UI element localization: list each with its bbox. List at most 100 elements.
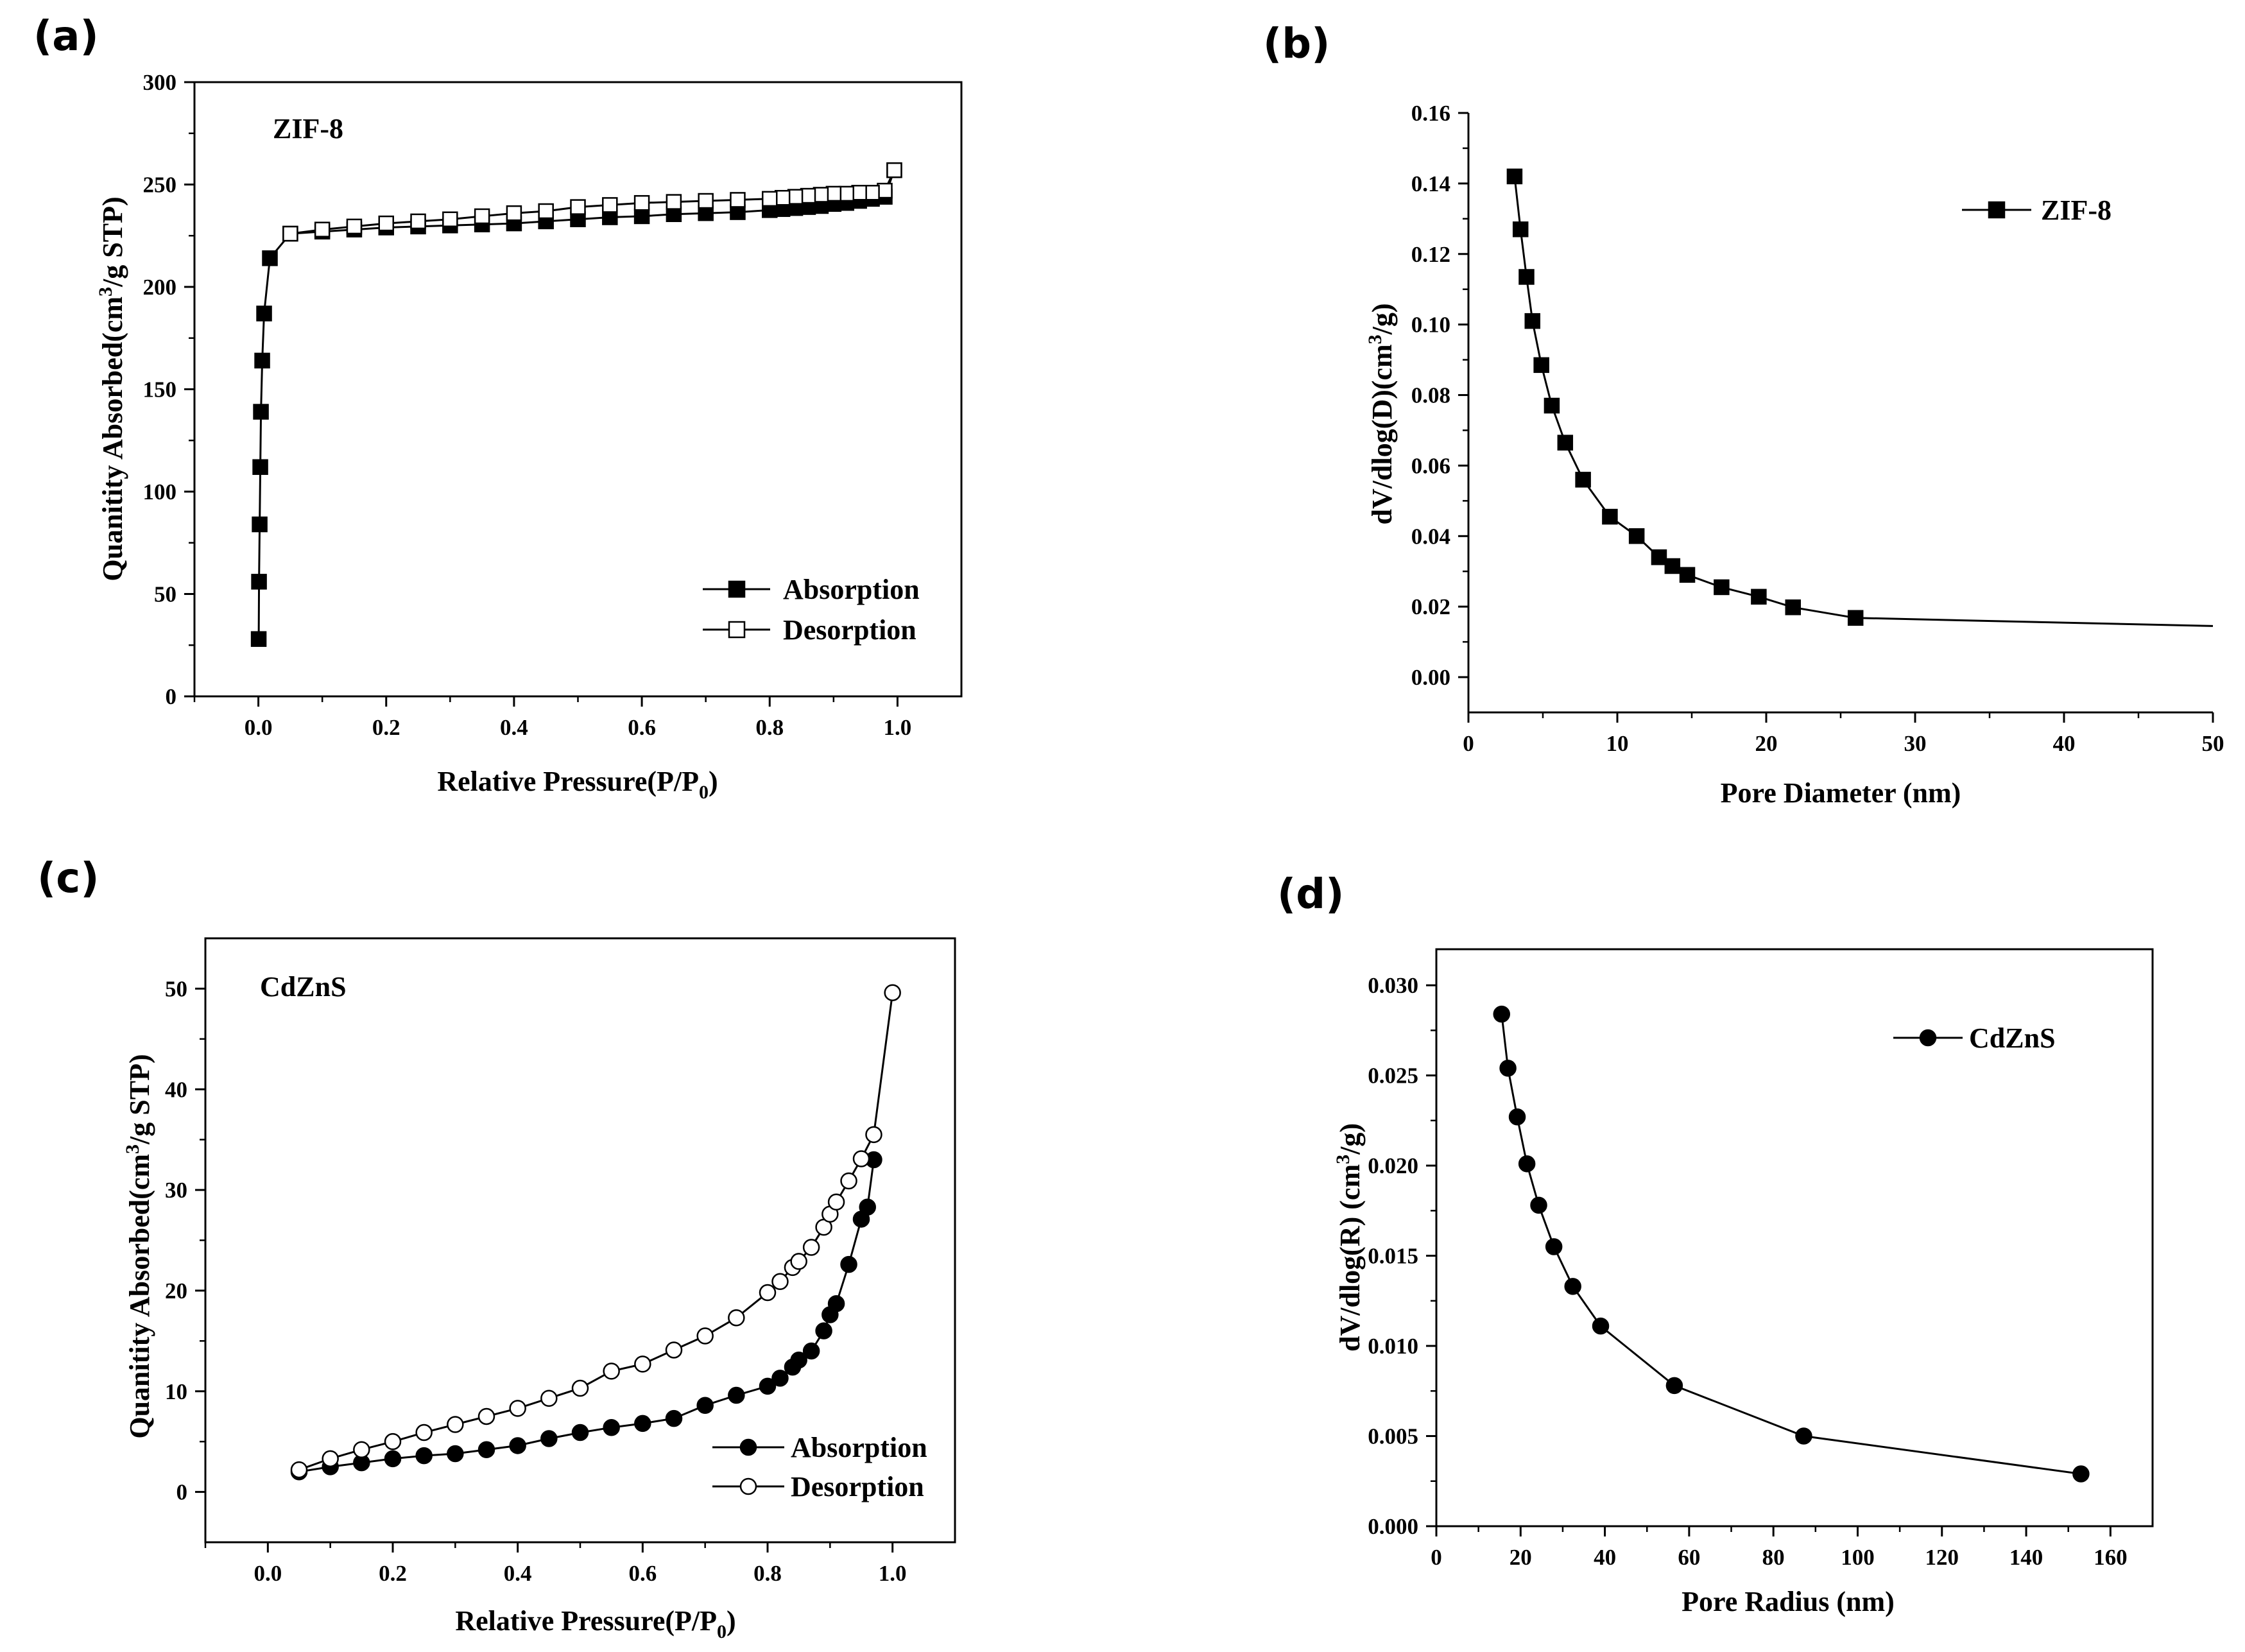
chart-d-xtick-label: 120 (1925, 1545, 1959, 1570)
chart-a-point-desorption (570, 199, 586, 215)
chart-c-point-desorption (509, 1400, 526, 1417)
chart-b-point-zif-8 (1602, 508, 1618, 525)
chart-b-point-zif-8 (1679, 567, 1696, 583)
chart-a-xtick-label: 0.0 (245, 715, 273, 740)
chart-d-ytick-label: 0.005 (1368, 1424, 1418, 1449)
chart-b-ytick-label: 0.02 (1411, 594, 1450, 619)
chart-b-point-zif-8 (1533, 357, 1549, 374)
chart-d-ytick-label: 0.030 (1368, 973, 1418, 998)
chart-c-point-absorption (603, 1418, 620, 1436)
chart-a-xtick-label: 0.4 (500, 715, 528, 740)
panel-d-label: (d) (1277, 871, 1344, 918)
chart-a-ytick-label: 300 (143, 70, 177, 95)
chart-c-point-absorption (815, 1322, 832, 1339)
chart-a-point-absorption (251, 574, 267, 590)
chart-c-xtick-label: 1.0 (879, 1561, 907, 1586)
chart-b-point-zif-8 (1651, 549, 1667, 565)
chart-a-point-desorption (698, 193, 714, 209)
chart-b-point-zif-8 (1506, 168, 1523, 185)
legend-c-absorption: Absorption (712, 1432, 927, 1463)
chart-a-point-absorption (252, 459, 268, 475)
chart-c-ytick-label: 50 (165, 976, 187, 1001)
chart-c-point-desorption (696, 1327, 714, 1345)
chart-a-point-desorption (282, 225, 298, 242)
chart-d-legend: CdZnS (1893, 1022, 2056, 1054)
chart-c-point-absorption (665, 1409, 683, 1427)
chart-a-xtick-label: 0.6 (628, 715, 656, 740)
chart-d-xtick-label: 0 (1431, 1545, 1442, 1570)
chart-d-point-cdzns (1518, 1155, 1536, 1173)
chart-d-xtick-label: 160 (2094, 1545, 2128, 1570)
chart-a-point-absorption (250, 631, 267, 647)
chart-c-xtick-label: 0.4 (504, 1561, 532, 1586)
chart-c-point-absorption (759, 1377, 777, 1395)
chart-b-ytick-label: 0.00 (1411, 665, 1450, 690)
chart-b-xtick-label: 30 (1904, 731, 1927, 756)
chart-a-legend: Absorption Desorption (703, 574, 920, 646)
chart-c-xtick-label: 0.2 (379, 1561, 407, 1586)
chart-a-point-desorption (538, 203, 554, 219)
chart-d-point-cdzns (1795, 1427, 1812, 1445)
chart-a-ytick-label: 200 (143, 275, 177, 300)
chart-c-point-absorption (840, 1255, 857, 1273)
chart-c-point-absorption (827, 1295, 845, 1312)
chart-b-point-zif-8 (1847, 610, 1864, 626)
chart-a-point-desorption (378, 215, 394, 232)
chart-c-ytick-label: 40 (165, 1077, 187, 1102)
chart-b-xtick-label: 0 (1463, 731, 1474, 756)
chart-c-point-absorption (415, 1447, 433, 1465)
chart-c-point-desorption (384, 1433, 402, 1450)
chart-b-point-zif-8 (1524, 313, 1541, 329)
chart-c-point-desorption (852, 1150, 870, 1167)
chart-c-xtick-label: 0.0 (254, 1561, 282, 1586)
chart-d-xtick-label: 100 (1841, 1545, 1875, 1570)
chart-d-xtick-label: 60 (1678, 1545, 1700, 1570)
chart-d-ytick-label: 0.000 (1368, 1514, 1418, 1539)
chart-a-point-absorption (256, 305, 272, 322)
panel-a-label: (a) (33, 13, 99, 60)
panel-c-label: (c) (37, 855, 99, 902)
chart-a-point-absorption (253, 404, 269, 420)
chart-a-point-absorption (252, 516, 268, 533)
chart-b-ytick-label: 0.06 (1411, 453, 1450, 478)
chart-a: 0.0 0.2 0.4 0.6 0.8 1.0 0 50 100 150 200 250 300 ZI… (95, 70, 963, 803)
legend-a-absorption: Absorption (703, 574, 920, 605)
chart-d-xtick-label: 80 (1762, 1545, 1785, 1570)
chart-c-point-absorption (859, 1198, 876, 1216)
chart-d-ytick-label: 0.025 (1368, 1063, 1418, 1088)
legend-c-desorption-label: Desorption (791, 1471, 924, 1502)
chart-c-point-desorption (571, 1379, 589, 1397)
chart-a-point-desorption (346, 218, 363, 235)
chart-d-point-cdzns (1564, 1278, 1581, 1295)
chart-b-point-zif-8 (1518, 269, 1535, 285)
chart-b-xtick-label: 40 (2053, 731, 2076, 756)
chart-c-point-desorption (634, 1355, 651, 1373)
legend-c-absorption-label: Absorption (791, 1432, 927, 1463)
chart-a-xtick-label: 0.8 (755, 715, 784, 740)
chart-c-point-desorption (771, 1273, 789, 1291)
legend-d-cdzns-label: CdZnS (1969, 1022, 2056, 1054)
chart-b-ytick-label: 0.10 (1411, 313, 1450, 338)
chart-b-xtick-label: 50 (2202, 731, 2224, 756)
chart-c-point-absorption (447, 1445, 464, 1463)
chart-a-point-desorption (506, 205, 522, 221)
chart-c-ytick-label: 0 (176, 1480, 188, 1505)
chart-a-point-desorption (474, 208, 490, 225)
legend-b-zif8-label: ZIF-8 (2041, 194, 2112, 226)
chart-c-point-desorption (415, 1424, 433, 1441)
chart-c-legend: Absorption Desorption (712, 1432, 927, 1502)
chart-d-point-cdzns (1545, 1238, 1563, 1255)
chart-a-point-desorption (442, 211, 458, 227)
chart-c-point-desorption (840, 1172, 857, 1190)
chart-a-annotation: ZIF-8 (273, 113, 343, 144)
chart-a-point-desorption (886, 162, 902, 178)
chart-b-legend: ZIF-8 (1962, 194, 2112, 226)
chart-a-point-desorption (666, 194, 682, 210)
chart-c-point-desorption (665, 1341, 683, 1359)
chart-c-point-absorption (771, 1370, 789, 1387)
chart-d-ytick-label: 0.015 (1368, 1244, 1418, 1269)
chart-a-xtick-label: 1.0 (884, 715, 912, 740)
chart-b: 0 10 20 30 40 50 0.00 0.02 0.04 0.06 0.08 0.10 0.12… (1364, 101, 2224, 809)
chart-d-xlabel: Pore Radius (nm) (1682, 1586, 1895, 1617)
chart-b-point-zif-8 (1544, 397, 1560, 414)
